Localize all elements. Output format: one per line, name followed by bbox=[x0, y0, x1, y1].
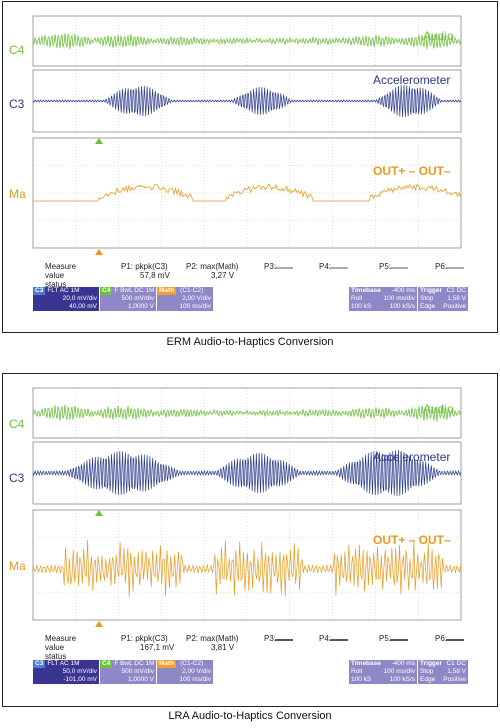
timebase-box[interactable]: Timebase -400 ms Roll 100 ms/div 100 kS 100… bbox=[349, 287, 417, 311]
trigger-marker-icon bbox=[95, 249, 103, 255]
p3-label: P3: bbox=[264, 262, 276, 271]
trigger-marker-icon bbox=[95, 510, 103, 516]
p1-label: P1: pkpk(C3) bbox=[121, 634, 168, 643]
p1-value: 57,8 mV bbox=[140, 271, 170, 280]
p6-label: P6: bbox=[435, 262, 447, 271]
trace-name-audio: Audio bbox=[423, 403, 454, 415]
channel-label-c3: C3 bbox=[9, 98, 24, 110]
caption-lra: LRA Audio-to-Haptics Conversion bbox=[0, 710, 500, 722]
p2-value: 3,27 V bbox=[211, 271, 234, 280]
c4-settings-box[interactable]: C4 F BwL DC 1M 500 mV/div 1,0000 V bbox=[100, 287, 156, 311]
c4-settings-box[interactable]: C4 F BwL DC 1M 500 mV/div 1,0000 V bbox=[100, 660, 156, 684]
timebase-box[interactable]: Timebase -400 ms Roll 100 ms/div 100 kS 100… bbox=[349, 660, 417, 684]
channel-label-math: Ma bbox=[9, 188, 26, 200]
trace-name-accelerometer: Accelerometer bbox=[373, 451, 450, 463]
p2-value: 3,81 V bbox=[211, 643, 234, 652]
channel-label-c4: C4 bbox=[9, 418, 24, 430]
trigger-box[interactable]: Trigger C1 DC Stop 1,58 V Edge Positive bbox=[418, 660, 468, 684]
trigger-box[interactable]: Trigger C1 DC Stop 1,58 V Edge Positive bbox=[418, 287, 468, 311]
channel-label-c4: C4 bbox=[9, 44, 24, 56]
caption-erm: ERM Audio-to-Haptics Conversion bbox=[0, 336, 500, 348]
trigger-marker-icon bbox=[95, 138, 103, 144]
p5-label: P5: bbox=[379, 634, 391, 643]
channel-label-math: Ma bbox=[9, 560, 26, 572]
p1-value: 167,1 mV bbox=[140, 643, 174, 652]
trace-name-audio: Audio bbox=[423, 30, 454, 42]
trace-name-accelerometer: Accelerometer bbox=[373, 74, 450, 86]
p1-label: P1: pkpk(C3) bbox=[121, 262, 168, 271]
p4-label: P4: bbox=[319, 634, 331, 643]
trace-name-output: OUT+ – OUT– bbox=[373, 534, 451, 546]
p2-label: P2: max(Math) bbox=[186, 262, 238, 271]
channel-label-c3: C3 bbox=[9, 472, 24, 484]
measure-label: Measure value status bbox=[45, 634, 76, 661]
p4-label: P4: bbox=[319, 262, 331, 271]
p6-label: P6: bbox=[435, 634, 447, 643]
c3-settings-box[interactable]: C3 FLT AC 1M 50,0 mV/div -101,00 mV bbox=[33, 660, 99, 684]
trace-name-output: OUT+ – OUT– bbox=[373, 165, 451, 177]
c3-settings-box[interactable]: C3 FLT AC 1M 20,0 mV/div 40,00 mV bbox=[33, 287, 99, 311]
scope-panel-erm: C4 C3 Ma Audio Accelerometer OUT+ – OUT–… bbox=[2, 1, 498, 333]
math-settings-box[interactable]: Math (C1-C2) 2,00 V/div 100 ms/div bbox=[157, 287, 213, 311]
p5-label: P5: bbox=[379, 262, 391, 271]
p3-label: P3: bbox=[264, 634, 276, 643]
measure-label: Measure value status bbox=[45, 262, 76, 289]
math-settings-box[interactable]: Math (C1-C2) 2,00 V/div 100 ms/div bbox=[157, 660, 213, 684]
trigger-marker-icon bbox=[95, 621, 103, 627]
p2-label: P2: max(Math) bbox=[186, 634, 238, 643]
scope-panel-lra: C4 C3 Ma Audio Accelerometer OUT+ – OUT–… bbox=[2, 373, 498, 707]
